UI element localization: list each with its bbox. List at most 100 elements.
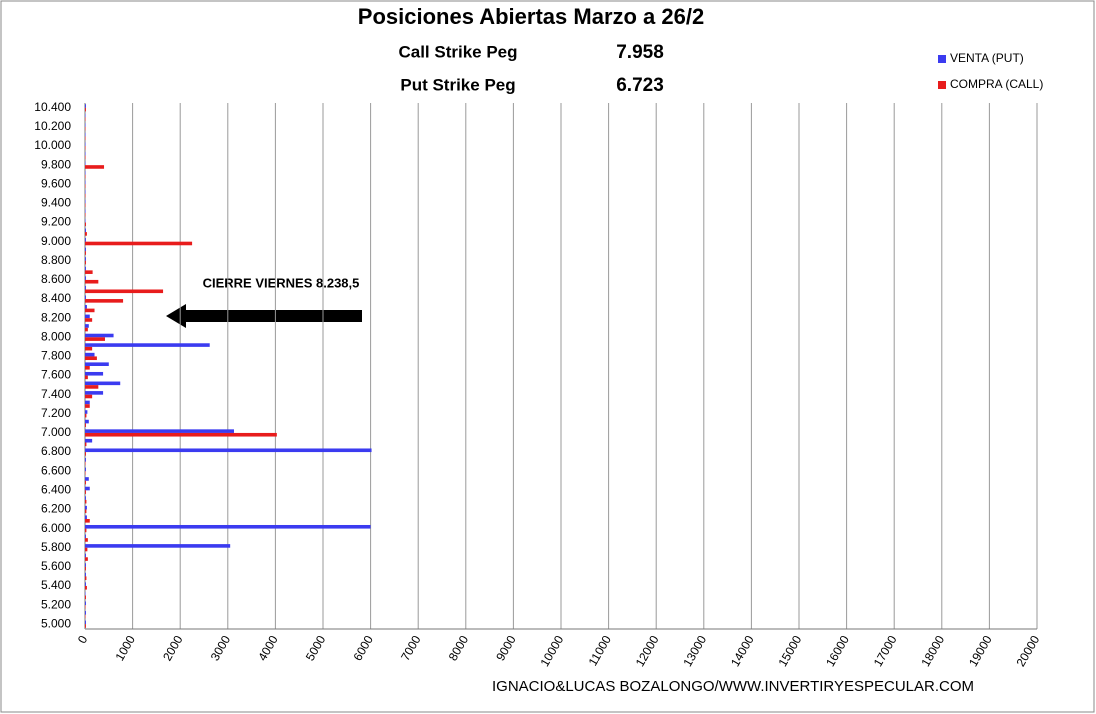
bar — [85, 419, 89, 424]
bar — [85, 251, 86, 255]
bar — [85, 432, 277, 437]
y-tick-label: 8.000 — [41, 329, 71, 343]
bar — [85, 499, 87, 504]
bar — [85, 404, 90, 408]
y-tick-label: 9.800 — [41, 157, 71, 171]
bar — [85, 270, 93, 274]
bar — [85, 624, 86, 628]
bar — [85, 538, 88, 542]
arrow — [166, 304, 362, 328]
bar — [85, 534, 86, 539]
bar — [85, 247, 86, 252]
y-tick-label: 9.000 — [41, 234, 71, 248]
bar — [85, 553, 86, 558]
bar — [85, 371, 104, 376]
bar — [85, 346, 93, 351]
y-tick-label: 10.400 — [34, 100, 71, 114]
bar — [85, 352, 95, 357]
bar — [85, 515, 87, 520]
bar — [85, 104, 86, 108]
bar — [85, 519, 90, 523]
bar — [85, 241, 193, 246]
bar — [85, 391, 104, 395]
y-tick-label: 7.600 — [41, 368, 71, 382]
bar — [85, 299, 124, 303]
bar — [85, 544, 231, 548]
bar — [85, 620, 86, 625]
bar — [85, 410, 88, 414]
bar — [85, 279, 99, 284]
bar — [85, 458, 86, 462]
y-tick-label: 5.800 — [41, 540, 71, 554]
bar — [85, 601, 86, 606]
y-tick-label: 7.800 — [41, 349, 71, 363]
y-tick-label: 7.400 — [41, 387, 71, 401]
y-tick-label: 9.200 — [41, 215, 71, 229]
bar — [85, 394, 93, 399]
y-tick-label: 8.200 — [41, 310, 71, 324]
bar — [85, 480, 86, 485]
bar — [85, 324, 89, 328]
bar — [85, 442, 87, 447]
y-tick-label: 6.800 — [41, 444, 71, 458]
y-tick-label: 8.600 — [41, 272, 71, 286]
legend-swatch — [938, 55, 946, 63]
y-tick-label: 5.600 — [41, 559, 71, 573]
y-tick-label: 6.000 — [41, 521, 71, 535]
legend-label: VENTA (PUT) — [950, 51, 1024, 65]
bar — [85, 260, 86, 265]
bar — [85, 362, 109, 366]
bar — [85, 238, 86, 242]
y-tick-label: 10.000 — [34, 138, 71, 152]
bar — [85, 333, 114, 338]
annotation-text: CIERRE VIERNES 8.238,5 — [203, 275, 360, 290]
y-tick-label: 5.200 — [41, 597, 71, 611]
bar — [85, 289, 164, 294]
y-tick-label: 6.600 — [41, 463, 71, 477]
bar — [85, 318, 93, 322]
bar — [85, 257, 86, 261]
bar — [85, 232, 87, 236]
bar — [85, 165, 105, 169]
y-tick-label: 9.400 — [41, 196, 71, 210]
bar — [85, 295, 86, 300]
y-tick-label: 7.000 — [41, 425, 71, 439]
bar — [85, 337, 105, 341]
bar — [85, 509, 87, 514]
bar — [85, 222, 86, 227]
bar — [85, 582, 86, 586]
bar — [85, 566, 86, 571]
bar — [85, 452, 86, 456]
bar — [85, 490, 86, 494]
bar — [85, 467, 86, 472]
legend-swatch — [938, 81, 946, 89]
bar — [85, 477, 89, 481]
bar — [85, 611, 86, 615]
bar — [85, 438, 93, 443]
y-tick-label: 5.000 — [41, 616, 71, 630]
bar — [85, 276, 86, 280]
y-tick-label: 5.400 — [41, 578, 71, 592]
chart-title: Posiciones Abiertas Marzo a 26/2 — [358, 4, 704, 29]
annotation-value: 7.958 — [616, 42, 664, 63]
bar — [85, 595, 86, 600]
bar — [85, 228, 86, 233]
bar — [85, 423, 86, 427]
footer: IGNACIO&LUCAS BOZALONGO/WWW.INVERTIRYESP… — [492, 678, 974, 695]
bar — [85, 547, 88, 552]
y-tick-label: 7.200 — [41, 406, 71, 420]
y-tick-label: 9.600 — [41, 176, 71, 190]
y-tick-label: 6.400 — [41, 482, 71, 496]
bar — [85, 585, 87, 590]
bar — [85, 266, 86, 271]
bar — [85, 576, 87, 580]
bar — [85, 563, 86, 567]
y-tick-label: 8.400 — [41, 291, 71, 305]
bar — [85, 524, 371, 529]
bar — [85, 413, 87, 418]
annotation-label: Call Strike Peg — [398, 42, 517, 61]
bar — [85, 308, 95, 313]
y-tick-label: 8.800 — [41, 253, 71, 267]
bar — [85, 285, 86, 290]
bar — [85, 305, 87, 309]
